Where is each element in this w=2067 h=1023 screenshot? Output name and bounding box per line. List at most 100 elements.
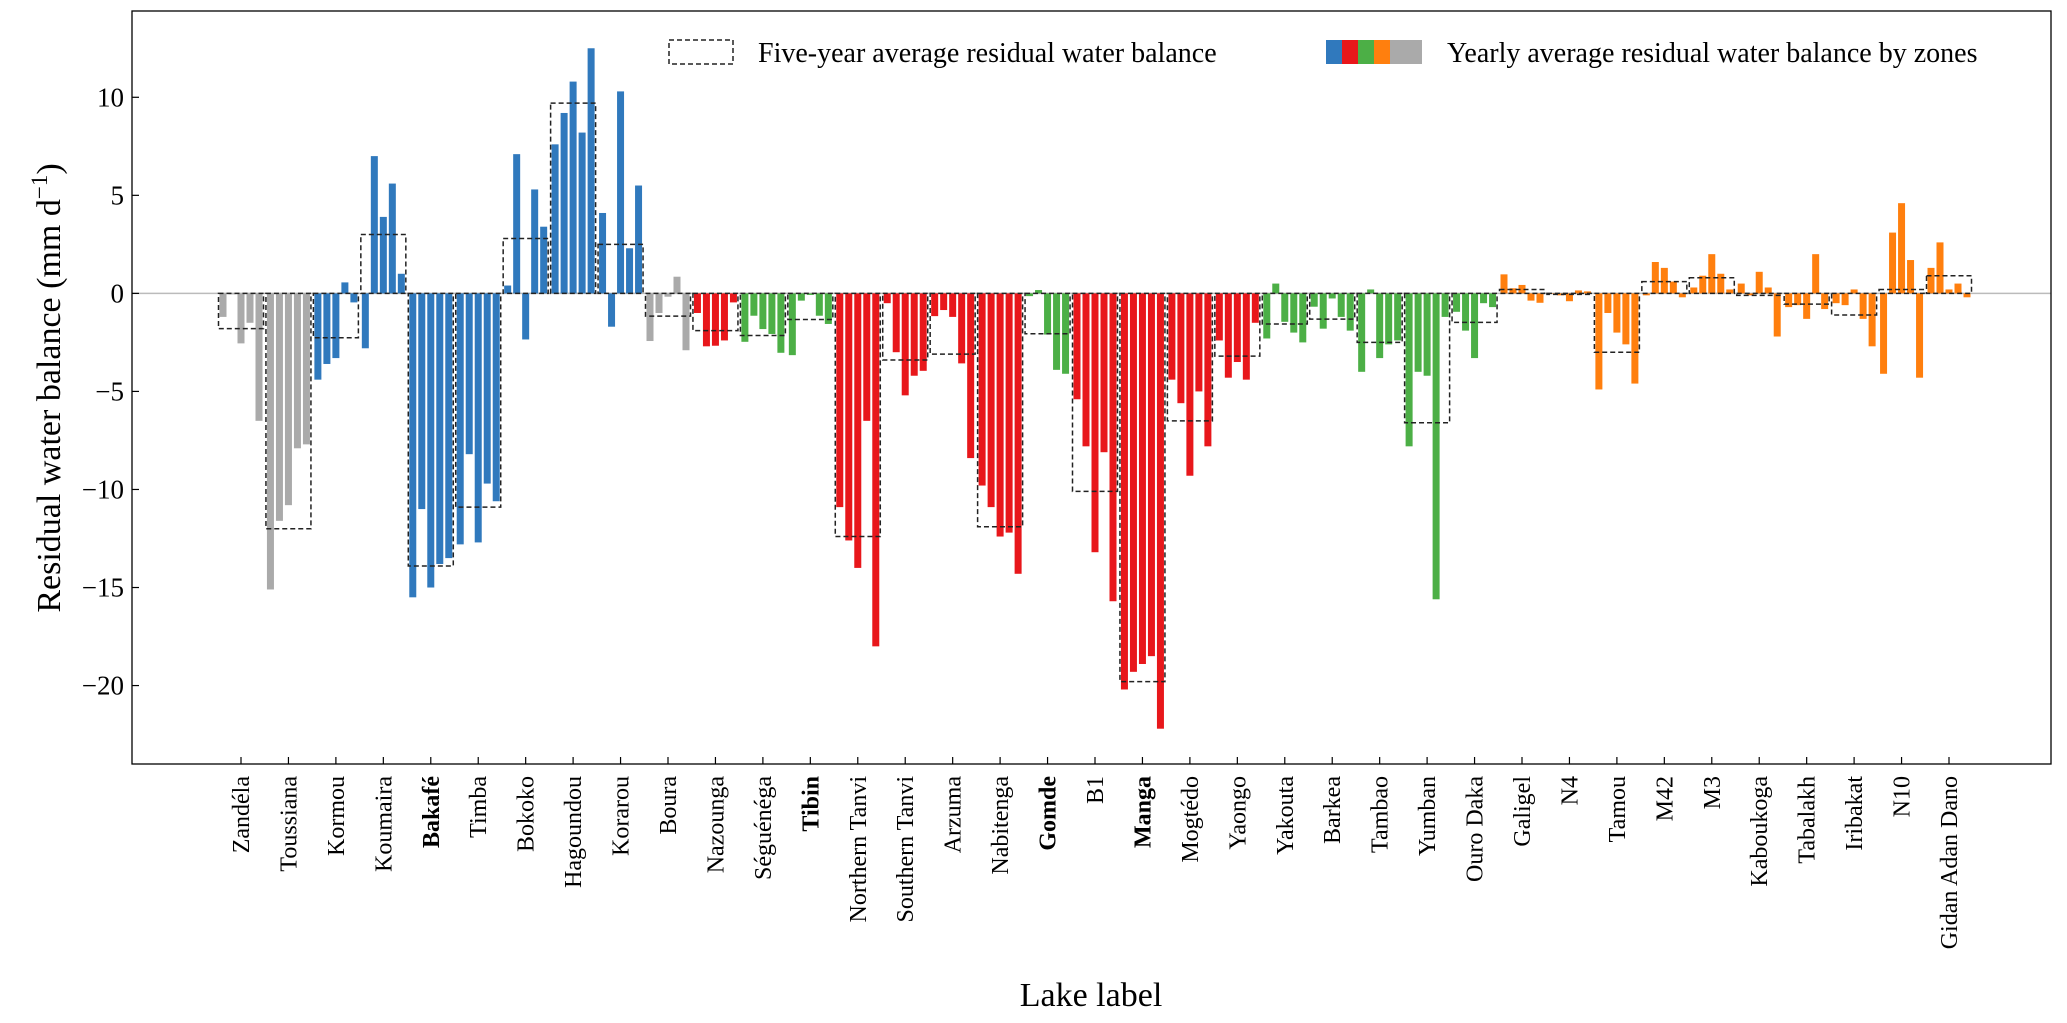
- average-box: [1308, 292, 1356, 320]
- yearly-bar: [1708, 254, 1716, 294]
- average-box: [1119, 292, 1166, 683]
- yearly-bar: [1100, 293, 1108, 453]
- yearly-bar: [901, 293, 909, 396]
- yearly-bar: [720, 293, 728, 341]
- yearly-bar: [854, 293, 862, 568]
- yearly-bar: [617, 91, 625, 294]
- yearly-bar: [797, 293, 805, 301]
- yearly-bar: [1168, 293, 1176, 380]
- x-tick-label: Southern Tanvi: [893, 776, 919, 923]
- average-box: [1214, 292, 1261, 357]
- yearly-bar: [1622, 293, 1630, 345]
- average-box: [929, 292, 976, 355]
- yearly-bar: [483, 293, 491, 484]
- yearly-bar: [1509, 288, 1517, 294]
- yearly-bar: [1773, 293, 1781, 337]
- yearly-bar: [1859, 293, 1867, 319]
- yearly-bar: [673, 276, 681, 294]
- yearly-bar: [418, 293, 426, 510]
- yearly-bar: [350, 293, 358, 303]
- yearly-bar: [1376, 293, 1384, 359]
- x-tick-label: Galigel: [1510, 776, 1536, 847]
- yearly-bar: [599, 212, 607, 294]
- yearly-bar: [1263, 293, 1271, 339]
- yearly-bar: [1138, 293, 1146, 664]
- yearly-bar: [1631, 293, 1639, 384]
- yearly-bar: [1204, 293, 1212, 447]
- average-box: [1593, 292, 1641, 353]
- yearly-bar: [1299, 293, 1307, 343]
- legend-zone-color: [1358, 40, 1374, 64]
- average-box: [1166, 292, 1214, 422]
- yearly-bar: [587, 48, 595, 294]
- legend-average-swatch: [668, 39, 734, 65]
- average-box: [1641, 280, 1688, 295]
- average-box: [1546, 292, 1593, 296]
- yearly-bar: [323, 293, 331, 364]
- yearly-bar: [1215, 293, 1223, 341]
- yearly-bar: [1337, 293, 1345, 317]
- yearly-bar: [504, 285, 512, 294]
- yearly-bar: [1177, 293, 1185, 404]
- yearly-bar: [436, 293, 444, 564]
- yearly-bar: [474, 293, 482, 543]
- yearly-bar: [1091, 293, 1099, 553]
- x-tick-label: Korarou: [609, 776, 635, 856]
- yearly-bar: [741, 293, 749, 342]
- yearly-bar: [1405, 293, 1413, 447]
- yearly-bar: [1156, 293, 1164, 729]
- average-box: [312, 292, 360, 339]
- x-tick-label: Gidan Adan Dano: [1937, 776, 1963, 949]
- yearly-bar: [456, 293, 464, 545]
- yearly-bar: [635, 185, 643, 294]
- yearly-bar: [608, 293, 616, 327]
- yearly-bar: [940, 293, 948, 311]
- yearly-bar: [978, 293, 986, 486]
- yearly-bar: [768, 293, 776, 334]
- average-box: [787, 292, 834, 321]
- yearly-bar: [551, 144, 559, 294]
- average-box: [454, 292, 502, 508]
- yearly-bar: [682, 293, 690, 351]
- average-box: [549, 102, 597, 295]
- average-box: [502, 237, 549, 295]
- average-box: [597, 243, 644, 295]
- yearly-bar: [788, 293, 796, 356]
- x-tick-label: Zandéla: [229, 776, 255, 854]
- average-box: [692, 292, 739, 332]
- average-box: [360, 233, 407, 295]
- yearly-bar: [1936, 242, 1944, 294]
- yearly-bar: [910, 293, 918, 376]
- yearly-bar: [750, 293, 758, 316]
- yearly-bar: [1120, 293, 1128, 690]
- yearly-bar: [1821, 293, 1829, 310]
- yearly-bar: [1026, 293, 1034, 297]
- yearly-bar: [1272, 283, 1280, 294]
- yearly-bar: [560, 112, 568, 294]
- yearly-bar: [1907, 260, 1915, 294]
- yearly-bar: [1678, 293, 1686, 298]
- yearly-bar: [361, 293, 369, 349]
- yearly-bar: [219, 293, 227, 317]
- x-tick-label: Tamou: [1605, 776, 1631, 842]
- average-box: [1071, 292, 1119, 493]
- x-tick-label: Toussiana: [276, 776, 302, 872]
- x-tick-label: Yaongo: [1225, 776, 1251, 850]
- x-tick-label: Hagoundou: [561, 776, 587, 888]
- yearly-bar: [513, 154, 521, 294]
- yearly-bar: [1432, 293, 1440, 600]
- yearly-bar: [314, 293, 322, 380]
- yearly-bar: [1536, 293, 1544, 303]
- yearly-bar: [1367, 289, 1375, 294]
- yearly-bar: [1613, 293, 1621, 333]
- yearly-bar: [1898, 203, 1906, 294]
- x-tick-label: Mogtédo: [1178, 776, 1204, 863]
- yearly-bar: [522, 293, 530, 340]
- yearly-bar: [996, 293, 1004, 537]
- y-tick-label: −10: [82, 474, 124, 504]
- yearly-bar: [1014, 293, 1022, 574]
- x-tick-label: N10: [1890, 776, 1916, 817]
- yearly-bar: [492, 293, 500, 502]
- yearly-bar: [1005, 293, 1013, 533]
